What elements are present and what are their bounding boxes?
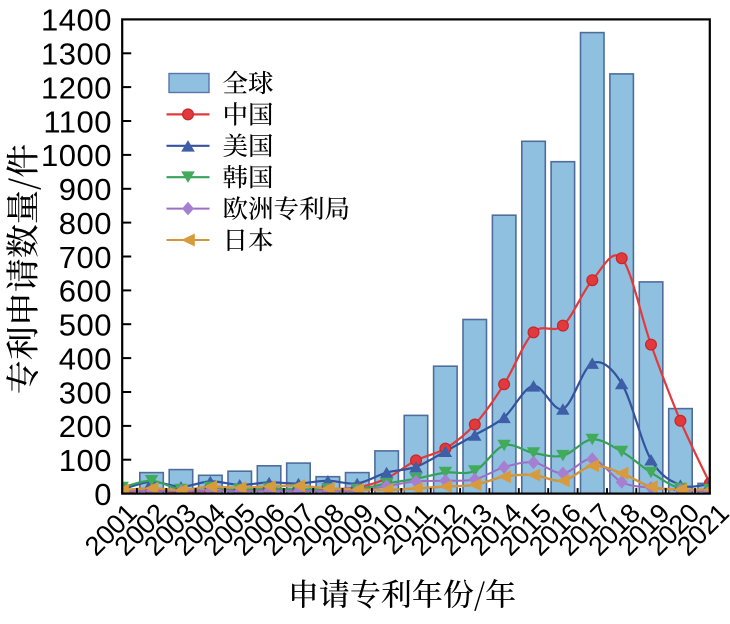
svg-text:1000: 1000 (41, 138, 112, 173)
svg-text:0: 0 (94, 477, 112, 512)
svg-text:1200: 1200 (41, 70, 112, 105)
svg-text:1400: 1400 (41, 3, 112, 38)
svg-text:900: 900 (59, 172, 112, 207)
svg-text:200: 200 (59, 409, 112, 444)
svg-text:100: 100 (59, 443, 112, 478)
svg-text:300: 300 (59, 375, 112, 410)
svg-text:800: 800 (59, 206, 112, 241)
svg-text:1100: 1100 (43, 104, 112, 139)
svg-text:1300: 1300 (41, 37, 112, 72)
svg-text:700: 700 (59, 240, 112, 275)
svg-text:600: 600 (59, 274, 112, 309)
svg-text:500: 500 (59, 308, 112, 343)
svg-text:400: 400 (59, 341, 112, 376)
